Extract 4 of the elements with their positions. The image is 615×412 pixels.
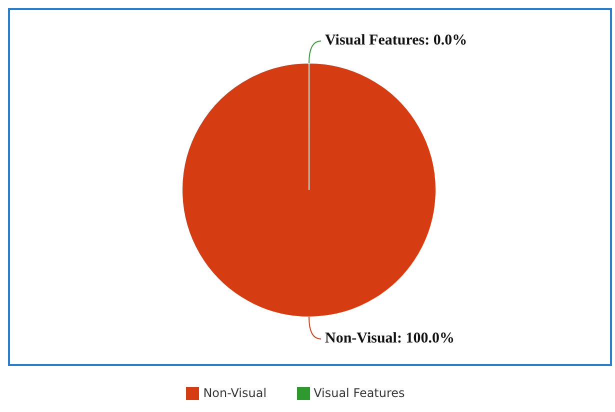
data-label: Non-Visual: 100.0%	[325, 330, 454, 346]
legend-label: Non-Visual	[203, 386, 267, 400]
legend-label: Visual Features	[314, 386, 405, 400]
text: Visual Features: 0.0%	[325, 32, 468, 48]
